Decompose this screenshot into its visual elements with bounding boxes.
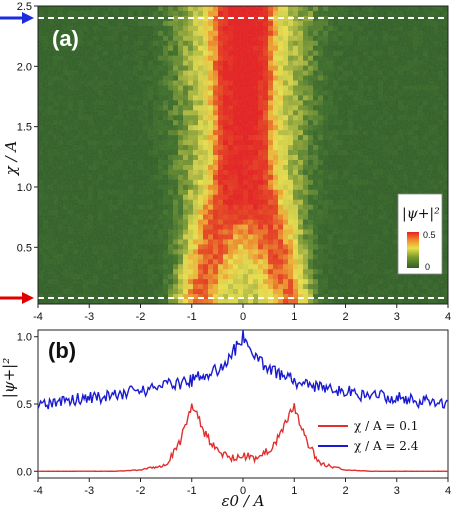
x-tick-label: -3 (84, 311, 94, 323)
colorbar: |ψ+|² 0.5 0 (397, 193, 443, 275)
panel-a-x-axis: -4 -3 -2 -1 0 1 2 3 4 (33, 304, 451, 323)
x-tick-label: -3 (84, 485, 94, 497)
y-tick-label: 1.5 (17, 122, 32, 134)
x-tick-label: -4 (33, 311, 43, 323)
colorbar-title: |ψ+|² (402, 206, 440, 222)
panel-b-x-axis: -4 -3 -2 -1 0 1 2 3 4 (33, 478, 451, 497)
x-tick-label: -2 (136, 485, 146, 497)
panel-b-y-axis: 0.0 0.5 1.0 (17, 332, 38, 478)
line-plot-panel: 0.00.51.0 -4 -3 -2 -1 0 1 2 3 4 (b) |ψ+|² ε0 / A… (0, 329, 451, 510)
x-tick-label: 4 (445, 311, 451, 323)
panel-b-ylabel: |ψ+|² (0, 358, 18, 398)
colorbar-gradient (407, 232, 419, 268)
x-tick-label: -2 (136, 311, 146, 323)
y-tick-label: 2.5 (17, 1, 32, 13)
colorbar-max-label: 0.5 (423, 230, 436, 240)
y-tick-label: 1.0 (17, 332, 32, 344)
panel-b-label: (b) (48, 338, 76, 363)
x-tick-label: 0 (240, 311, 246, 323)
y-tick-label: 0.5 (17, 399, 32, 411)
x-tick-label: 4 (445, 485, 451, 497)
x-tick-label: -1 (187, 485, 197, 497)
y-tick-label: 0.5 (17, 242, 32, 254)
x-tick-label: 0 (240, 485, 246, 497)
y-tick-label: 0.0 (17, 466, 32, 478)
x-tick-label: 1 (291, 311, 297, 323)
colorbar-min-label: 0 (425, 262, 430, 272)
x-tick-label: -4 (33, 485, 43, 497)
line-series (37, 330, 449, 473)
colorbar-box (397, 193, 443, 275)
panel-a-label: (a) (52, 26, 79, 51)
x-tick-label: 2 (342, 311, 348, 323)
x-tick-label: -1 (187, 311, 197, 323)
y-tick-label: 2.0 (17, 61, 32, 73)
panel-a-ylabel: χ / A (2, 141, 20, 177)
x-tick-label: 2 (342, 485, 348, 497)
x-tick-label: 3 (394, 311, 400, 323)
heatmap-panel: (a) |ψ+|² 0.5 0 0.5 1.0 1.5 2.0 2.5 -4 -3 -2 -1… (0, 1, 451, 323)
y-tick-label: 1.0 (17, 182, 32, 194)
arrow-red-icon (0, 292, 34, 304)
arrow-blue-icon (0, 12, 34, 24)
heatmap-grain (38, 6, 448, 304)
panel-a-y-axis: 0.5 1.0 1.5 2.0 2.5 (17, 1, 38, 254)
series-line-blue (37, 330, 449, 410)
x-tick-label: 1 (291, 485, 297, 497)
series-line-red (37, 403, 449, 473)
x-tick-label: 3 (394, 485, 400, 497)
